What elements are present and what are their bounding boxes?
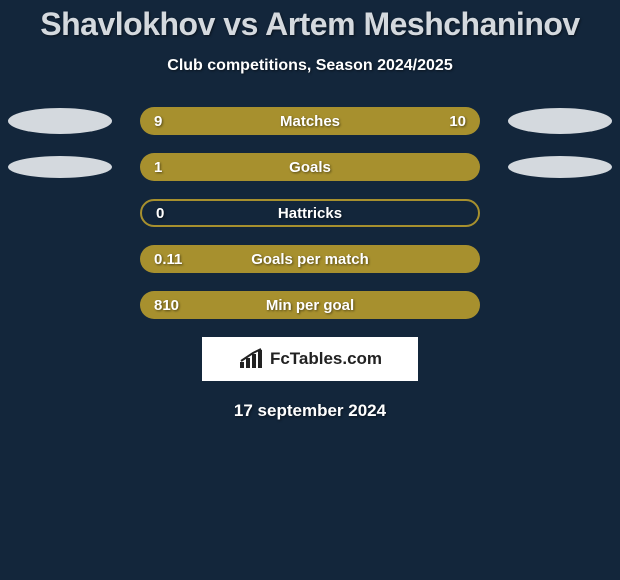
player-ellipse-left xyxy=(8,108,112,134)
stat-row: 810Min per goal xyxy=(0,291,620,319)
stat-label: Goals per match xyxy=(140,251,480,268)
logo-box: FcTables.com xyxy=(202,337,418,381)
chart-icon xyxy=(238,348,264,370)
stat-bar: 9Matches10 xyxy=(140,107,480,135)
stat-row: 1Goals xyxy=(0,153,620,181)
stat-value-right: 10 xyxy=(449,113,466,130)
player-ellipse-right xyxy=(508,156,612,178)
stat-label: Goals xyxy=(140,159,480,176)
player-ellipse-left xyxy=(8,156,112,178)
stat-value-left: 810 xyxy=(154,297,179,314)
stat-label: Matches xyxy=(140,113,480,130)
stat-bar: 0.11Goals per match xyxy=(140,245,480,273)
stats-area: 9Matches101Goals0Hattricks0.11Goals per … xyxy=(0,107,620,319)
stat-value-left: 9 xyxy=(154,113,162,130)
stat-value-left: 0 xyxy=(156,205,164,222)
stat-label: Hattricks xyxy=(142,205,478,222)
stat-value-left: 0.11 xyxy=(154,251,182,268)
subtitle: Club competitions, Season 2024/2025 xyxy=(0,57,620,75)
stat-bar: 0Hattricks xyxy=(140,199,480,227)
stat-bar: 1Goals xyxy=(140,153,480,181)
stat-label: Min per goal xyxy=(140,297,480,314)
stat-row: 0Hattricks xyxy=(0,199,620,227)
logo-text: FcTables.com xyxy=(270,349,382,369)
stat-row: 0.11Goals per match xyxy=(0,245,620,273)
page-title: Shavlokhov vs Artem Meshchaninov xyxy=(0,0,620,43)
date: 17 september 2024 xyxy=(0,401,620,421)
stat-row: 9Matches10 xyxy=(0,107,620,135)
stat-bar: 810Min per goal xyxy=(140,291,480,319)
stat-value-left: 1 xyxy=(154,159,162,176)
player-ellipse-right xyxy=(508,108,612,134)
